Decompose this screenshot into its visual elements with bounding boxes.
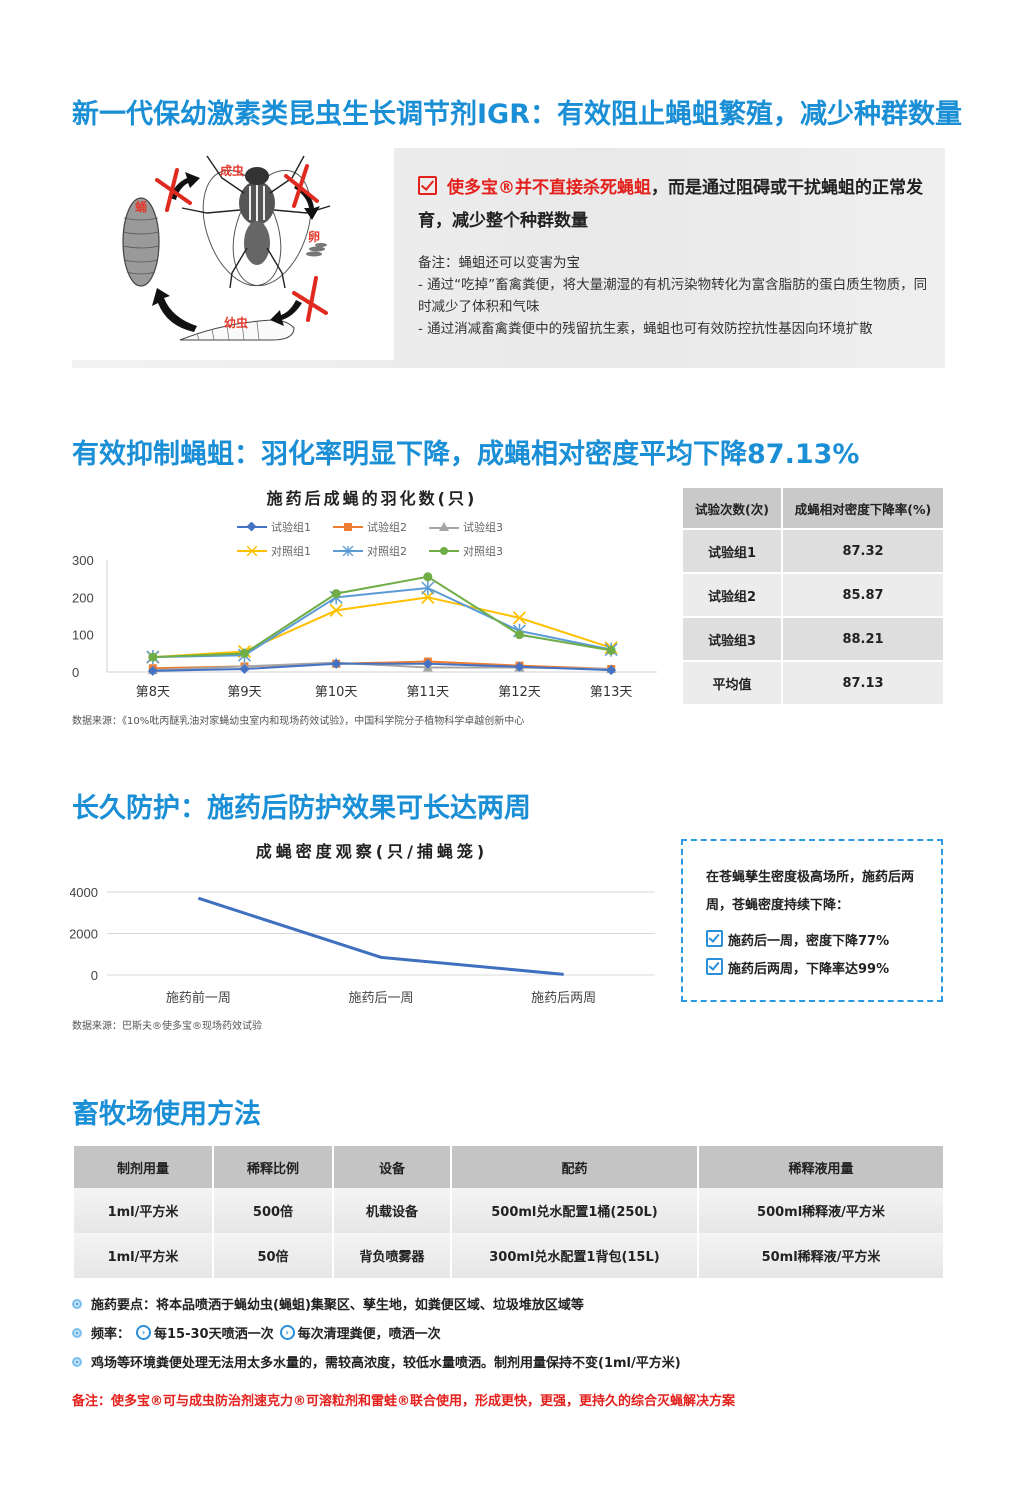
section2-title: 有效抑制蝇蛆：羽化率明显下降，成蝇相对密度平均下降87.13% bbox=[72, 439, 860, 470]
table-header: 配药 bbox=[452, 1146, 697, 1188]
table-row: 试验组3 88.21 bbox=[683, 618, 943, 660]
chart1-source: 数据来源：《10%吡丙醚乳油对家蝇幼虫室内和现场药效试验》，中国科学院分子植物科… bbox=[72, 716, 525, 727]
checkbox-icon bbox=[706, 930, 723, 947]
svg-text:第13天: 第13天 bbox=[590, 685, 633, 700]
density-reduction-table: 试验次数(次) 成蝇相对密度下降率(%) 试验组1 87.32 试验组2 85.87… bbox=[681, 486, 945, 706]
legend-item: 对照组2 bbox=[333, 543, 429, 559]
fly-lifecycle-illustration: 成虫 蛹 卵 幼虫 bbox=[72, 148, 394, 360]
x-marker-icon bbox=[237, 546, 267, 556]
svg-text:第10天: 第10天 bbox=[315, 685, 358, 700]
bullet-item: 频率： › 每15-30天喷洒一次 › 每次清理粪便，喷洒一次 bbox=[72, 1323, 441, 1342]
svg-text:0: 0 bbox=[91, 968, 98, 983]
bullet-item: 鸡场等环境粪便处理无法用太多水量的，需较高浓度，较低水量喷洒。制剂用量保持不变(… bbox=[72, 1352, 681, 1371]
chart2-plot: 0 2000 4000 施药前一周 施药后一周 施药后两周 bbox=[70, 885, 655, 1006]
chart2-title: 成蝇密度观察(只/捕蝇笼) bbox=[255, 842, 489, 861]
svg-text:第8天: 第8天 bbox=[136, 685, 170, 700]
note-line: - 通过“吃掉”畜禽粪便，将大量潮湿的有机污染物转化为富含脂肪的蛋白质生物质，同… bbox=[418, 277, 928, 315]
svg-text:300: 300 bbox=[72, 553, 94, 568]
section4-title: 畜牧场使用方法 bbox=[72, 1099, 261, 1130]
bullet-dot-icon bbox=[72, 1356, 82, 1367]
callout-box bbox=[681, 839, 943, 1002]
note-line: - 通过消减畜禽粪便中的残留抗生素，蝇蛆也可有效防控抗性基因向环境扩散 bbox=[418, 321, 873, 337]
table-row: 1ml/平方米 500倍 机载设备 500ml兑水配置1桶(250L) 500ml稀释液… bbox=[74, 1188, 943, 1233]
table-header: 稀释比例 bbox=[214, 1146, 332, 1188]
star-marker-icon bbox=[333, 546, 363, 556]
bullet-dot-icon bbox=[72, 1298, 82, 1309]
lifecycle-label-larva: 幼虫 bbox=[224, 316, 249, 330]
chart1-title: 施药后成蝇的羽化数(只) bbox=[266, 489, 478, 508]
table-header: 稀释液用量 bbox=[699, 1146, 943, 1188]
lifecycle-label-adult: 成虫 bbox=[220, 164, 245, 178]
headline-highlight: 使多宝®并不直接杀死蝇蛆 bbox=[447, 178, 651, 198]
lifecycle-label-pupa: 蛹 bbox=[135, 200, 148, 214]
bullet-dot-icon bbox=[72, 1327, 82, 1338]
callout-content: 在苍蝇孳生密度极高场所，施药后两周，苍蝇密度持续下降： 施药后一周，密度下降77… bbox=[706, 864, 936, 984]
table-header: 设备 bbox=[334, 1146, 450, 1188]
svg-text:0: 0 bbox=[72, 665, 79, 680]
table-row: 平均值 87.13 bbox=[683, 662, 943, 704]
svg-text:第9天: 第9天 bbox=[227, 685, 261, 700]
headline-rest: ，而是通过阻碍或干扰蝇蛆的正常发育，减少整个种群数量 bbox=[418, 178, 923, 231]
svg-text:施药后一周: 施药后一周 bbox=[348, 991, 413, 1006]
table-row: 试验组1 87.32 bbox=[683, 530, 943, 572]
svg-text:2000: 2000 bbox=[70, 927, 98, 942]
bullet-item: 施药要点：将本品喷洒于蝇幼虫(蝇蛆)集聚区、孳生地，如粪便区域、垃圾堆放区域等 bbox=[72, 1294, 584, 1313]
chart1-plot: 0 100 200 300 第8天 第9天 第10天 第11天 第12天 第13天 bbox=[72, 553, 657, 700]
intro-note: 备注：蝇蛆还可以变害为宝 - 通过“吃掉”畜禽粪便，将大量潮湿的有机污染物转化为… bbox=[418, 252, 938, 340]
section1-title: 新一代保幼激素类昆虫生长调节剂IGR：有效阻止蝇蛆繁殖，减少种群数量 bbox=[72, 99, 962, 130]
callout-item: 施药后两周，下降率达99% bbox=[706, 956, 936, 984]
intro-headline: 使多宝®并不直接杀死蝇蛆，而是通过阻碍或干扰蝇蛆的正常发育，减少整个种群数量 bbox=[418, 172, 938, 238]
chart1-legend: 试验组1 试验组2 试验组3 对照组1 对照组2 对照组3 bbox=[237, 519, 557, 559]
note-title: 备注：蝇蛆还可以变害为宝 bbox=[418, 255, 580, 271]
remark-text: 备注：使多宝®可与成虫防治剂速克力®可溶粒剂和雷蛙®联合使用，形成更快，更强，更… bbox=[72, 1394, 736, 1409]
svg-text:4000: 4000 bbox=[70, 885, 98, 900]
table-header: 成蝇相对密度下降率(%) bbox=[783, 488, 943, 528]
svg-text:施药后两周: 施药后两周 bbox=[531, 991, 596, 1006]
svg-text:第12天: 第12天 bbox=[498, 685, 541, 700]
checkbox-icon bbox=[418, 176, 437, 195]
legend-item: 对照组3 bbox=[429, 543, 525, 559]
svg-text:100: 100 bbox=[72, 628, 94, 643]
lifecycle-label-egg: 卵 bbox=[308, 230, 321, 244]
table-header: 制剂用量 bbox=[74, 1146, 212, 1188]
section3-title: 长久防护：施药后防护效果可长达两周 bbox=[72, 793, 531, 824]
legend-item: 对照组1 bbox=[237, 543, 333, 559]
svg-text:施药前一周: 施药前一周 bbox=[166, 990, 231, 1006]
svg-text:200: 200 bbox=[72, 590, 94, 605]
callout-item: 施药后一周，密度下降77% bbox=[706, 928, 936, 956]
chart2-source: 数据来源：巴斯夫®使多宝®现场药效试验 bbox=[72, 1021, 262, 1032]
callout-text: 在苍蝇孳生密度极高场所，施药后两周，苍蝇密度持续下降： bbox=[706, 870, 915, 913]
table-row: 1ml/平方米 50倍 背负喷雾器 300ml兑水配置1背包(15L) 50ml稀释液/… bbox=[74, 1233, 943, 1278]
circle-marker-icon bbox=[429, 547, 459, 555]
triangle-marker-icon bbox=[429, 522, 459, 531]
svg-text:第11天: 第11天 bbox=[407, 685, 450, 700]
legend-item: 试验组1 bbox=[237, 519, 333, 535]
legend-item: 试验组2 bbox=[333, 519, 429, 535]
fly-lifecycle-icon bbox=[122, 155, 331, 341]
table-row: 试验组2 85.87 bbox=[683, 574, 943, 616]
checkbox-icon bbox=[706, 958, 723, 975]
legend-item: 试验组3 bbox=[429, 519, 525, 535]
square-marker-icon bbox=[333, 523, 363, 531]
chevron-right-circle-icon: › bbox=[279, 1325, 295, 1340]
chevron-right-circle-icon: › bbox=[136, 1325, 152, 1340]
table-header: 试验次数(次) bbox=[683, 488, 781, 528]
diamond-marker-icon bbox=[237, 522, 267, 532]
usage-table: 制剂用量 稀释比例 设备 配药 稀释液用量 1ml/平方米 500倍 机载设备 500… bbox=[72, 1146, 945, 1278]
